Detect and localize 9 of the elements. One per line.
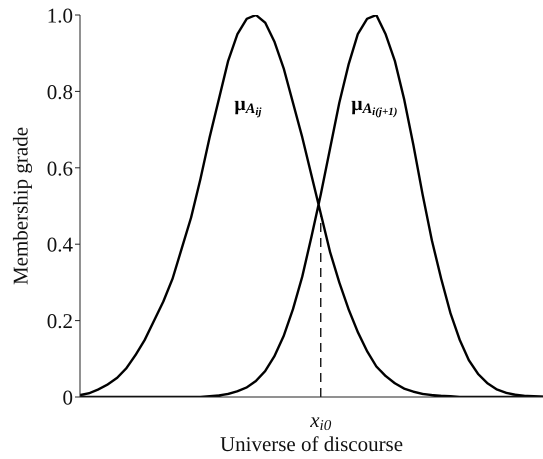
- x-tick-label: x$_{i0}$: [309, 408, 332, 434]
- y-axis-title: Membership grade: [8, 126, 32, 286]
- y-tick-label: 1.0: [46, 3, 73, 28]
- y-tick-label: 0.8: [46, 80, 73, 104]
- y-tick-label: 0.2: [46, 309, 73, 334]
- y-tick-label: 0.4: [46, 232, 74, 257]
- y-tick-label: 0.6: [46, 156, 73, 180]
- y-tick-label: 0: [62, 385, 73, 410]
- x-axis-title: Universe of discourse: [220, 432, 404, 456]
